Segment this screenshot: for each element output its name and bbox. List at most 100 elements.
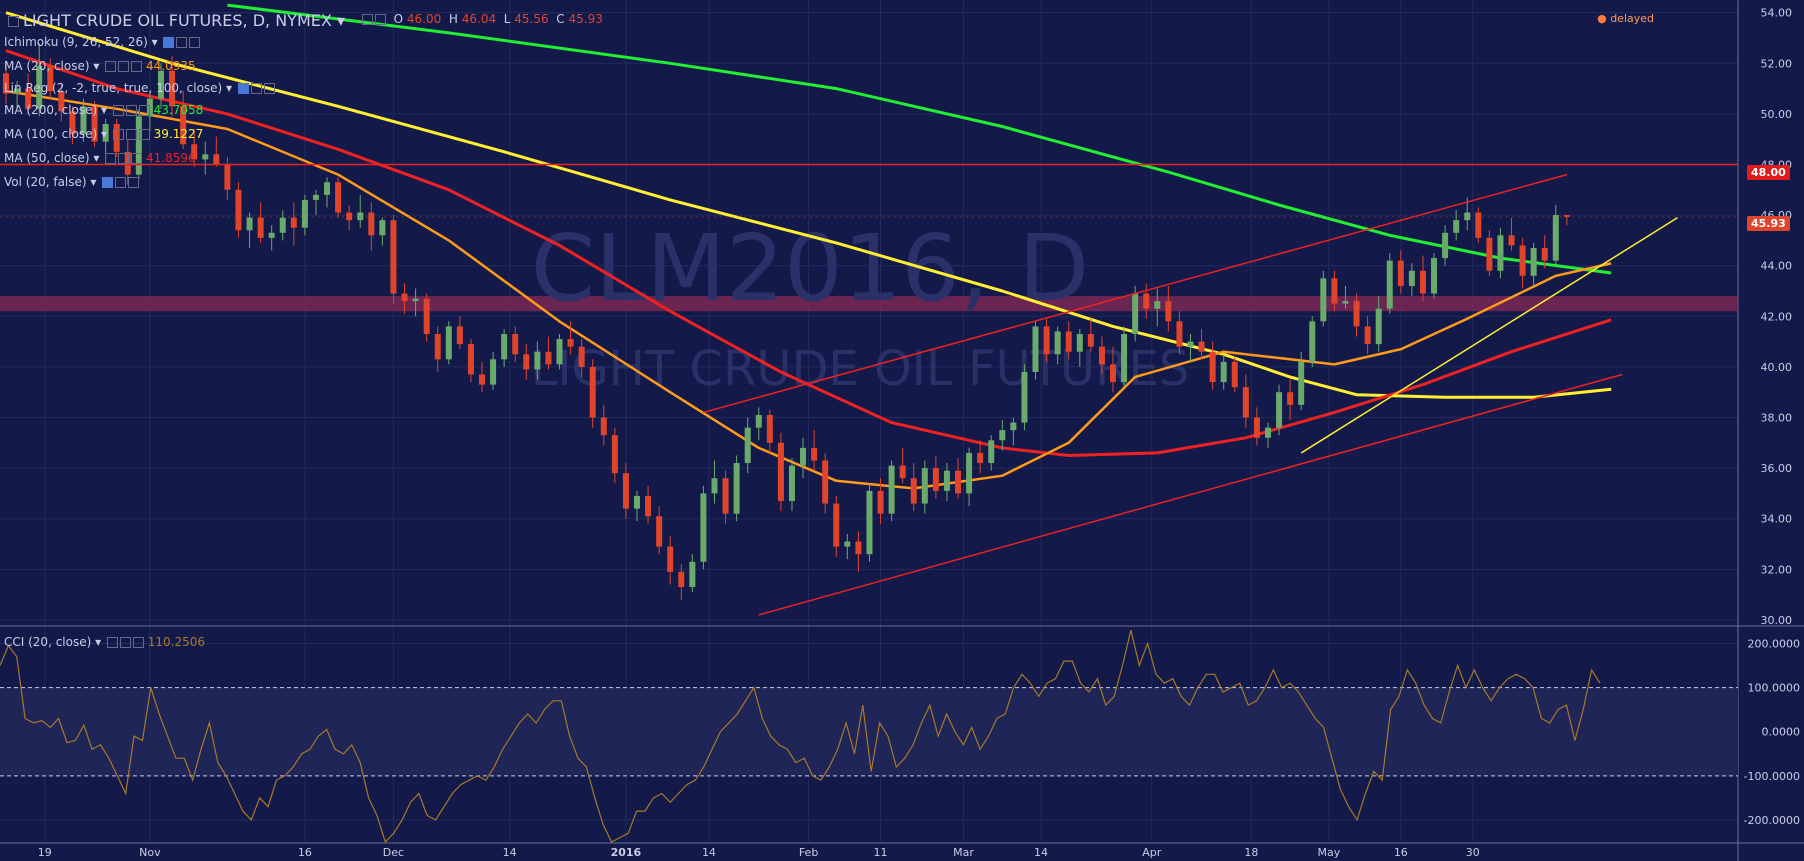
- indicator-ma100[interactable]: MA (100, close) ▾ 39.1227: [4, 127, 204, 141]
- settings-icon[interactable]: [176, 37, 188, 48]
- ma50-line: [5, 49, 1612, 457]
- settings-icon[interactable]: [125, 129, 137, 140]
- candle-body: [1486, 237, 1493, 271]
- settings-icon[interactable]: [118, 153, 130, 164]
- indicator-ma50[interactable]: MA (50, close) ▾ 41.8596: [4, 151, 196, 165]
- candle-body: [545, 351, 552, 365]
- close-icon[interactable]: [189, 37, 201, 48]
- indicator-label[interactable]: CCI (20, close): [4, 635, 92, 649]
- eye-icon[interactable]: [362, 14, 373, 25]
- candle-body: [36, 65, 43, 109]
- time-tick-label: 2016: [611, 846, 642, 859]
- settings-icon[interactable]: [375, 14, 386, 25]
- candle-body: [1287, 392, 1294, 405]
- indicator-label[interactable]: MA (200, close): [4, 103, 98, 117]
- candle-body: [290, 217, 297, 228]
- eye-icon[interactable]: [163, 37, 175, 48]
- symbol-dropdown-icon[interactable]: ▾: [336, 11, 345, 30]
- candle-body: [1497, 235, 1504, 271]
- indicator-volume[interactable]: Vol (20, false) ▾: [4, 175, 140, 189]
- indicator-label[interactable]: MA (20, close): [4, 59, 90, 73]
- candle-body: [921, 468, 928, 504]
- candle-body: [1276, 392, 1283, 428]
- eye-icon[interactable]: [237, 83, 249, 94]
- candle-body: [1231, 361, 1238, 388]
- symbol-title[interactable]: LIGHT CRUDE OIL FUTURES, D, NYMEX ▾: [6, 11, 345, 30]
- candle-body: [113, 123, 120, 152]
- settings-icon[interactable]: [250, 83, 262, 94]
- candle-body: [202, 154, 209, 160]
- candle-body: [91, 106, 98, 142]
- indicator-label[interactable]: Lin Reg (2, -2, true, true, 100, close): [4, 81, 223, 95]
- close-icon[interactable]: [131, 153, 143, 164]
- candle-body: [146, 98, 153, 117]
- eye-icon[interactable]: [106, 637, 118, 648]
- last-price-label: 45.93: [1747, 216, 1790, 231]
- close-icon[interactable]: [128, 177, 140, 188]
- eye-icon[interactable]: [112, 129, 124, 140]
- indicator-label[interactable]: MA (100, close): [4, 127, 98, 141]
- close-icon[interactable]: [138, 105, 150, 116]
- indicator-ichimoku[interactable]: Ichimoku (9, 26, 52, 26) ▾: [4, 35, 201, 49]
- close-icon[interactable]: [138, 129, 150, 140]
- candle-body: [1098, 346, 1105, 365]
- candle-body: [534, 351, 541, 370]
- candle-body: [822, 460, 829, 504]
- candle-body: [955, 470, 962, 494]
- cci-tick-label: 200.0000: [1748, 637, 1801, 650]
- price-tick-label: 36.00: [1761, 462, 1793, 475]
- indicator-label[interactable]: Ichimoku (9, 26, 52, 26): [4, 35, 148, 49]
- price-tick-label: 32.00: [1761, 563, 1793, 576]
- settings-icon[interactable]: [119, 637, 131, 648]
- candle-body: [833, 503, 840, 547]
- indicator-ma200[interactable]: MA (200, close) ▾ 43.7058: [4, 103, 204, 117]
- candle-body: [1065, 331, 1072, 352]
- candle-body: [1110, 364, 1116, 383]
- time-axis[interactable]: 19 Nov 16 Dec 14 2016 14 Feb 11 Mar 14 Apr 18 May 16 30: [38, 846, 1480, 859]
- candle-body: [855, 541, 862, 555]
- candle-body: [1043, 326, 1050, 355]
- eye-icon[interactable]: [112, 105, 124, 116]
- close-value: 45.93: [568, 12, 603, 26]
- candle-body: [1021, 371, 1028, 423]
- indicator-linreg[interactable]: Lin Reg (2, -2, true, true, 100, close) …: [4, 81, 275, 95]
- candle-body: [1453, 220, 1460, 233]
- settings-icon[interactable]: [115, 177, 127, 188]
- candle-body: [1475, 212, 1482, 238]
- candle-body: [1076, 334, 1083, 352]
- candle-body: [678, 571, 685, 588]
- channel-lower-line: [758, 373, 1623, 616]
- candle-body: [722, 478, 729, 514]
- candle-body: [1552, 215, 1559, 261]
- candle-body: [1165, 301, 1172, 322]
- indicator-cci[interactable]: CCI (20, close) ▾ 110.2506: [4, 635, 206, 649]
- candle-body: [301, 199, 308, 228]
- candle-body: [58, 91, 65, 112]
- eye-icon[interactable]: [105, 61, 117, 72]
- candle-body: [1331, 278, 1338, 304]
- ma100-line: [5, 11, 1612, 399]
- close-label: C: [556, 12, 565, 26]
- close-icon[interactable]: [263, 83, 275, 94]
- candle-body: [1353, 301, 1360, 327]
- candle-body: [645, 495, 652, 517]
- close-icon[interactable]: [132, 637, 144, 648]
- time-tick-label: 16: [1394, 846, 1408, 859]
- eye-icon[interactable]: [105, 153, 117, 164]
- candle-body: [1464, 212, 1471, 221]
- candle-body: [800, 447, 807, 466]
- time-tick-label: Nov: [139, 846, 161, 859]
- settings-icon[interactable]: [118, 61, 130, 72]
- eye-icon[interactable]: [102, 177, 114, 188]
- price-tick-label: 40.00: [1761, 361, 1793, 374]
- symbol-name[interactable]: LIGHT CRUDE OIL FUTURES, D, NYMEX: [23, 11, 332, 30]
- delayed-label: delayed: [1610, 12, 1654, 25]
- indicator-label[interactable]: MA (50, close): [4, 151, 90, 165]
- indicator-label[interactable]: Vol (20, false): [4, 175, 87, 189]
- candle-body: [1342, 301, 1349, 304]
- settings-icon[interactable]: [125, 105, 137, 116]
- candle-body: [80, 106, 87, 135]
- close-icon[interactable]: [131, 61, 143, 72]
- indicator-ma20[interactable]: MA (20, close) ▾ 44.0935: [4, 59, 196, 73]
- watermark-symbol: CLM2016, D: [531, 215, 1089, 322]
